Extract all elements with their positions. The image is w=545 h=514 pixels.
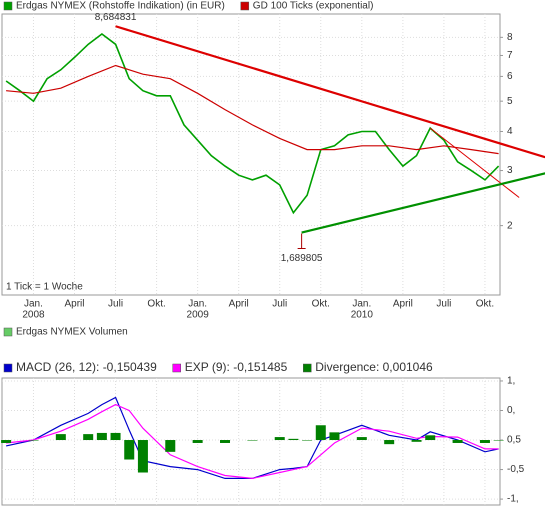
series-line xyxy=(5,396,499,479)
y-tick-label: -1, xyxy=(507,494,519,505)
annotation: 1,689805 xyxy=(281,253,323,264)
legend-label: EXP (9): -0,151485 xyxy=(185,360,288,374)
bar xyxy=(302,440,313,441)
bar xyxy=(124,440,135,460)
year-label: 2009 xyxy=(187,310,210,321)
y-tick-label: 8 xyxy=(507,32,513,43)
trend-line xyxy=(115,25,545,159)
bar xyxy=(411,440,422,442)
bar xyxy=(479,440,490,443)
legend-swatch xyxy=(3,1,13,11)
trend-line xyxy=(429,127,520,198)
x-tick-label: Jan. xyxy=(188,299,207,310)
bar xyxy=(165,440,176,452)
bar xyxy=(1,440,12,443)
legend-swatch xyxy=(3,327,13,337)
legend-label: GD 100 Ticks (exponential) xyxy=(253,1,374,12)
bar xyxy=(425,435,436,441)
legend-swatch xyxy=(240,1,250,11)
trend-line xyxy=(301,172,545,234)
year-label: 2008 xyxy=(22,310,45,321)
x-tick-label: Jan. xyxy=(24,299,43,310)
year-label: 2010 xyxy=(351,310,374,321)
y-tick-label: 0, xyxy=(507,405,515,416)
legend-label: Erdgas NYMEX Volumen xyxy=(16,327,128,338)
y-tick-label: 0,5 xyxy=(507,435,521,446)
series-line xyxy=(6,403,499,480)
bar xyxy=(55,434,66,441)
series-line xyxy=(5,32,500,215)
x-tick-label: Juli xyxy=(436,299,451,310)
bar xyxy=(493,440,504,441)
y-tick-label: 4 xyxy=(507,126,513,137)
bar xyxy=(83,434,94,441)
bar xyxy=(384,440,395,445)
bar xyxy=(110,432,121,441)
legend-swatch xyxy=(172,363,181,373)
y-tick-label: 1, xyxy=(507,376,515,387)
annotation: 8,684831 xyxy=(95,12,137,23)
y-tick-label: 5 xyxy=(507,96,513,107)
plot-area xyxy=(1,377,501,506)
y-tick-label: 6 xyxy=(507,71,513,82)
legend-label: MACD (26, 12): -0,150439 xyxy=(16,360,157,374)
x-tick-label: Okt. xyxy=(312,299,330,310)
y-tick-label: 7 xyxy=(507,50,513,61)
x-tick-label: April xyxy=(65,299,85,310)
y-tick-label: 2 xyxy=(507,220,513,231)
series-line xyxy=(6,64,499,155)
legend-label: Erdgas NYMEX (Rohstoffe Indikation) (in … xyxy=(16,1,225,12)
legend-swatch xyxy=(303,363,312,373)
y-tick-label: -0,5 xyxy=(507,464,525,475)
x-tick-label: Juli xyxy=(272,299,287,310)
x-tick-label: Okt. xyxy=(476,299,494,310)
bar xyxy=(28,440,39,441)
bar xyxy=(220,440,231,443)
legend-label: Divergence: 0,001046 xyxy=(315,360,433,374)
bar xyxy=(247,440,258,441)
y-tick-label: 3 xyxy=(507,165,513,176)
bar xyxy=(137,440,148,473)
bar xyxy=(96,432,107,441)
x-tick-label: Okt. xyxy=(147,299,165,310)
x-tick-label: Jan. xyxy=(352,299,371,310)
bar xyxy=(315,425,326,441)
note: 1 Tick = 1 Woche xyxy=(6,282,83,293)
x-tick-label: Juli xyxy=(108,299,123,310)
x-tick-label: April xyxy=(393,299,413,310)
bar xyxy=(329,432,340,441)
bar xyxy=(452,440,463,443)
bar xyxy=(192,440,203,443)
bar xyxy=(356,437,367,441)
bar xyxy=(288,438,299,441)
legend-swatch xyxy=(3,363,13,373)
bar xyxy=(274,437,285,441)
x-tick-label: April xyxy=(229,299,249,310)
